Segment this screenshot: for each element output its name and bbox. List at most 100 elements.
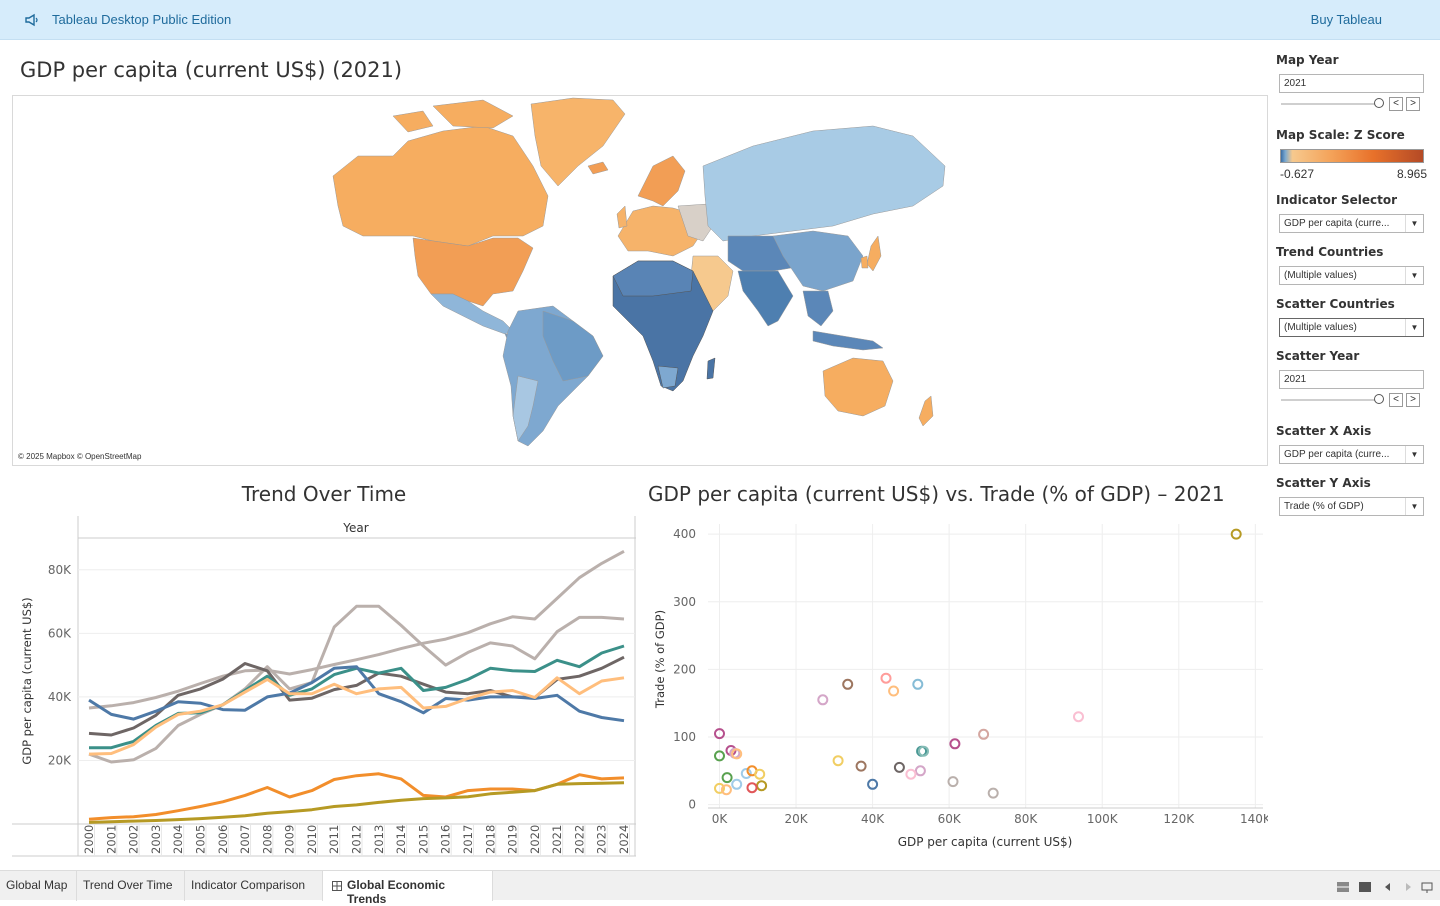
- trend-x-tick-label: 2007: [238, 825, 252, 854]
- scatter-year-input[interactable]: 2021: [1279, 370, 1424, 389]
- scatter-point[interactable]: [947, 776, 959, 788]
- filmstrip-view-icon[interactable]: [1337, 881, 1349, 893]
- map-year-input[interactable]: 2021: [1279, 74, 1424, 93]
- scatter-point[interactable]: [905, 768, 917, 780]
- tab-global-map[interactable]: Global Map: [0, 871, 77, 901]
- scatter-point[interactable]: [740, 768, 752, 779]
- scatter-point[interactable]: [714, 750, 725, 762]
- scatter-x-axis-dropdown[interactable]: GDP per capita (curre... ▼: [1279, 445, 1424, 464]
- map-year-label: Map Year: [1276, 53, 1339, 67]
- scatter-point[interactable]: [1230, 528, 1242, 540]
- presentation-mode-icon[interactable]: [1421, 881, 1433, 893]
- scatter-point[interactable]: [949, 738, 961, 750]
- tab-trend-over-time[interactable]: Trend Over Time: [77, 871, 185, 901]
- map-credit: © 2025 Mapbox © OpenStreetMap: [18, 452, 142, 461]
- scatter-countries-label: Scatter Countries: [1276, 297, 1395, 311]
- scatter-point[interactable]: [746, 782, 758, 794]
- map-region-new-zealand: [918, 395, 934, 427]
- scatter-y-axis-dropdown[interactable]: Trade (% of GDP) ▼: [1279, 497, 1424, 516]
- indicator-selector-value: GDP per capita (curre...: [1284, 218, 1390, 229]
- map-region-japan: [866, 235, 882, 272]
- scatter-point[interactable]: [720, 784, 732, 796]
- scatter-year-prev-button[interactable]: <: [1389, 393, 1403, 407]
- grid-view-icon[interactable]: [1359, 881, 1371, 893]
- trend-countries-label: Trend Countries: [1276, 245, 1384, 259]
- world-map[interactable]: © 2025 Mapbox © OpenStreetMap: [12, 95, 1268, 466]
- previous-sheet-icon[interactable]: [1382, 881, 1394, 893]
- map-region-canada: [332, 125, 549, 247]
- tab-indicator-comparison[interactable]: Indicator Comparison: [185, 871, 323, 901]
- map-region-eastern-europe: [677, 203, 714, 242]
- trend-x-tick-label: 2005: [193, 825, 207, 854]
- scatter-point[interactable]: [714, 782, 725, 794]
- scatter-point[interactable]: [832, 755, 844, 767]
- trend-series-line[interactable]: [88, 676, 625, 756]
- indicator-selector-dropdown[interactable]: GDP per capita (curre... ▼: [1279, 214, 1424, 233]
- scatter-point[interactable]: [714, 728, 725, 740]
- scatter-x-tick-label: 60K: [938, 812, 962, 826]
- scatter-y-tick-label: 300: [673, 595, 696, 609]
- buy-tableau-link[interactable]: Buy Tableau: [1310, 12, 1382, 27]
- scatter-point[interactable]: [1073, 711, 1084, 723]
- trend-chart[interactable]: Year GDP per capita (current US$) 2000 20…: [12, 516, 636, 860]
- scatter-y-axis-value: Trade (% of GDP): [1284, 501, 1364, 512]
- scatter-year-next-button[interactable]: >: [1406, 393, 1420, 407]
- scatter-point[interactable]: [855, 760, 867, 772]
- map-region-brazil: [542, 310, 604, 382]
- trend-x-tick-label: 2006: [216, 825, 230, 854]
- trend-x-tick-label: 2019: [506, 825, 520, 854]
- scatter-chart[interactable]: Trade (% of GDP) GDP per capita (current…: [648, 516, 1268, 860]
- chevron-down-icon: ▼: [1405, 446, 1423, 463]
- scatter-point[interactable]: [987, 787, 999, 799]
- map-year-slider-knob[interactable]: [1373, 98, 1384, 108]
- trend-x-tick-label: 2015: [416, 825, 430, 854]
- scatter-point[interactable]: [893, 761, 905, 773]
- scatter-point[interactable]: [880, 672, 892, 684]
- scatter-point[interactable]: [731, 778, 743, 790]
- next-sheet-icon[interactable]: [1402, 881, 1414, 893]
- trend-x-tick-label: 2001: [104, 825, 118, 854]
- scatter-point[interactable]: [912, 678, 924, 690]
- scatter-year-slider[interactable]: [1281, 399, 1383, 401]
- trend-series-line[interactable]: [88, 781, 625, 824]
- map-year-prev-button[interactable]: <: [1389, 97, 1403, 111]
- trend-y-tick-label: 80K: [48, 563, 72, 577]
- scatter-year-slider-knob[interactable]: [1373, 394, 1384, 404]
- trend-x-tick-label: 2011: [327, 825, 341, 854]
- tab-label: Indicator Comparison: [191, 878, 306, 892]
- map-title: GDP per capita (current US$) (2021): [20, 58, 403, 82]
- tab-global-economic-trends[interactable]: Global Economic Trends: [323, 871, 493, 906]
- app-title: Tableau Desktop Public Edition: [52, 12, 232, 27]
- map-region-australia: [822, 357, 894, 417]
- map-year-slider[interactable]: [1281, 103, 1383, 105]
- trend-x-tick-label: 2021: [550, 825, 564, 854]
- trend-x-tick-label: 2003: [149, 825, 163, 854]
- trend-x-tick-label: 2000: [82, 825, 96, 854]
- trend-series-line[interactable]: [88, 549, 625, 710]
- scatter-point[interactable]: [842, 678, 854, 690]
- trend-y-tick-label: 20K: [48, 753, 72, 767]
- trend-countries-dropdown[interactable]: (Multiple values) ▼: [1279, 266, 1424, 285]
- scatter-title: GDP per capita (current US$) vs. Trade (…: [648, 482, 1225, 506]
- scatter-point[interactable]: [978, 728, 990, 740]
- megaphone-icon: [25, 13, 38, 27]
- scatter-point[interactable]: [888, 685, 900, 697]
- scatter-point[interactable]: [721, 772, 733, 784]
- trend-x-tick-label: 2018: [483, 825, 497, 854]
- scatter-point[interactable]: [817, 694, 829, 706]
- scatter-point[interactable]: [867, 778, 879, 790]
- trend-x-tick-label: 2002: [127, 825, 141, 854]
- scatter-point[interactable]: [918, 745, 929, 757]
- trend-y-label: GDP per capita (current US$): [20, 597, 34, 764]
- scatter-point[interactable]: [914, 765, 926, 777]
- scatter-x-tick-label: 20K: [784, 812, 808, 826]
- scatter-point[interactable]: [754, 768, 766, 780]
- map-year-next-button[interactable]: >: [1406, 97, 1420, 111]
- trend-series-line[interactable]: [88, 604, 625, 764]
- trend-x-tick-label: 2017: [461, 825, 475, 854]
- scatter-countries-dropdown[interactable]: (Multiple values) ▼: [1279, 318, 1424, 337]
- scatter-y-label: Trade (% of GDP): [653, 610, 667, 709]
- scatter-x-tick-label: 120K: [1163, 812, 1195, 826]
- scatter-point[interactable]: [731, 748, 743, 760]
- scatter-x-tick-label: 80K: [1014, 812, 1038, 826]
